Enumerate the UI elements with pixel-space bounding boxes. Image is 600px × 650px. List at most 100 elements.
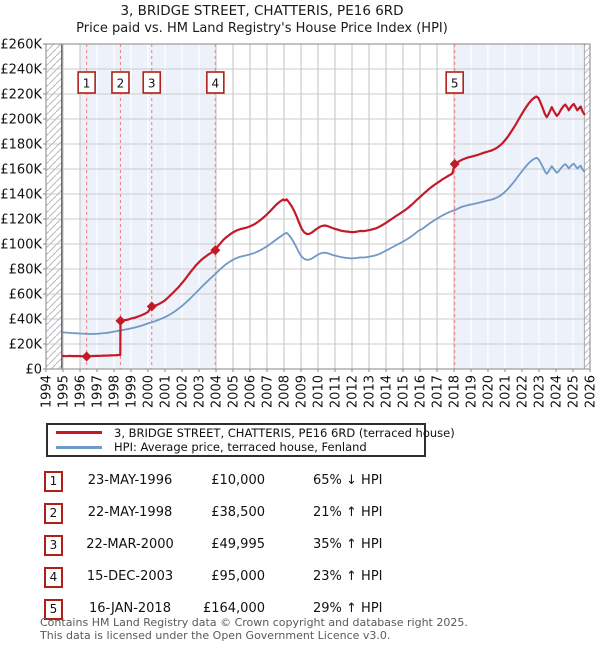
x-axis-label: 2022 — [516, 375, 531, 408]
x-axis-label: 2000 — [142, 375, 157, 408]
sale-marker-4 — [210, 245, 221, 256]
x-axis-label: 2026 — [584, 375, 599, 408]
x-axis-label: 2002 — [176, 375, 191, 408]
property-line-swatch — [56, 431, 102, 435]
sale-row-1: 1 23-MAY-1996 £10,000 65% ↓ HPI — [40, 471, 580, 495]
sale-flag-number-1: 1 — [83, 77, 91, 91]
sale-date: 16-JAN-2018 — [89, 601, 171, 616]
sale-price: £38,500 — [211, 505, 265, 520]
y-axis-label: £180K — [0, 138, 42, 153]
x-axis-label: 1995 — [57, 375, 72, 408]
x-axis-label: 2005 — [227, 375, 242, 408]
sale-row-5: 5 16-JAN-2018 £164,000 29% ↑ HPI — [40, 599, 580, 623]
sale-price: £49,995 — [211, 537, 265, 552]
y-axis-label: £80K — [9, 263, 43, 278]
x-axis-label: 2011 — [329, 375, 344, 408]
sale-flag-box-4 — [206, 71, 225, 94]
x-axis-label: 1997 — [91, 375, 106, 408]
x-axis-label: 2019 — [465, 375, 480, 408]
y-axis-label: £240K — [0, 63, 42, 78]
y-axis-label: £200K — [0, 113, 42, 128]
y-axis-label: £220K — [0, 88, 42, 103]
x-axis-label: 2012 — [346, 375, 361, 408]
y-axis-label: £100K — [0, 238, 42, 253]
x-axis-label: 2024 — [550, 375, 565, 408]
sale-flag-number-4: 4 — [211, 77, 219, 91]
y-axis-label: £40K — [9, 313, 43, 328]
footer-line-2: This data is licensed under the Open Gov… — [40, 628, 391, 642]
sale-price: £10,000 — [211, 473, 265, 488]
y-axis-label: £60K — [9, 288, 43, 303]
x-axis-label: 2014 — [380, 375, 395, 408]
x-axis-label: 2016 — [414, 375, 429, 408]
y-axis-label: £140K — [0, 188, 42, 203]
sale-flag-box-2 — [111, 71, 130, 94]
x-axis-label: 2023 — [533, 375, 548, 408]
hatched-region-0 — [46, 44, 62, 369]
x-axis-label: 2010 — [312, 375, 327, 408]
sale-price: £95,000 — [211, 569, 265, 584]
sale-price: £164,000 — [202, 601, 265, 616]
page-title: 3, BRIDGE STREET, CHATTERIS, PE16 6RD — [120, 3, 404, 19]
x-axis-label: 2018 — [448, 375, 463, 408]
hpi-line — [62, 156, 585, 335]
x-axis-label: 1994 — [40, 375, 55, 408]
x-axis-label: 1998 — [108, 375, 123, 408]
sale-marker-5 — [449, 159, 460, 169]
sale-flag-box-3 — [142, 71, 162, 94]
sale-vs-hpi: 29% ↑ HPI — [313, 601, 383, 616]
legend-label-hpi: HPI: Average price, terraced house, Fenl… — [114, 440, 367, 455]
sale-number-badge: 4 — [44, 567, 63, 588]
sales-table: 1 23-MAY-1996 £10,000 65% ↓ HPI 2 22-MAY-1998… — [40, 471, 580, 631]
sale-date: 15-DEC-2003 — [86, 569, 174, 584]
sale-flag-number-5: 5 — [451, 77, 459, 91]
x-axis-label: 2015 — [397, 375, 412, 408]
sale-number-badge: 5 — [44, 599, 63, 620]
sale-date: 23-MAY-1996 — [87, 473, 173, 488]
legend-label-property: 3, BRIDGE STREET, CHATTERIS, PE16 6RD (t… — [114, 425, 455, 440]
sale-vs-hpi: 35% ↑ HPI — [313, 537, 383, 552]
shaded-band-1 — [454, 44, 585, 369]
footer-attribution: Contains HM Land Registry data © Crown c… — [40, 616, 468, 642]
x-axis-label: 2007 — [261, 375, 276, 408]
sale-row-4: 4 15-DEC-2003 £95,000 23% ↑ HPI — [40, 567, 580, 591]
footer-line-1: Contains HM Land Registry data © Crown c… — [40, 616, 468, 629]
y-axis-label: £20K — [9, 338, 43, 353]
y-axis-label: £160K — [0, 163, 42, 178]
sale-flag-number-2: 2 — [117, 77, 125, 91]
x-axis-label: 2025 — [567, 375, 582, 408]
sale-marker-1 — [81, 351, 92, 362]
y-axis-label: £260K — [0, 38, 42, 53]
x-axis-label: 2013 — [363, 375, 378, 408]
sale-marker-3 — [146, 301, 157, 312]
sale-row-2: 2 22-MAY-1998 £38,500 21% ↑ HPI — [40, 503, 580, 527]
sale-vs-hpi: 23% ↑ HPI — [313, 569, 383, 584]
sale-date: 22-MAR-2000 — [86, 537, 174, 552]
sale-date: 22-MAY-1998 — [87, 505, 173, 520]
legend-row-property: 3, BRIDGE STREET, CHATTERIS, PE16 6RD (t… — [56, 426, 455, 440]
sale-vs-hpi: 21% ↑ HPI — [313, 505, 383, 520]
hpi-line-swatch — [56, 445, 102, 449]
x-axis-label: 2006 — [244, 375, 259, 408]
sale-number-badge: 3 — [44, 535, 63, 556]
chart-legend: 3, BRIDGE STREET, CHATTERIS, PE16 6RD (t… — [46, 423, 455, 457]
sale-marker-2 — [115, 315, 126, 326]
sale-vs-hpi: 65% ↓ HPI — [313, 473, 383, 488]
y-axis-label: £120K — [0, 213, 42, 228]
property-price-line — [61, 95, 586, 358]
price-history-chart: 1 2 3 4 5 £0 £20K £40K £60K £80K £100K £120K £140K £1… — [0, 38, 599, 409]
x-axis-label: 2008 — [278, 375, 293, 408]
x-axis-label: 2017 — [431, 375, 446, 408]
sale-number-badge: 1 — [44, 471, 63, 492]
sale-flag-box-5 — [445, 71, 464, 94]
x-axis-label: 1996 — [74, 375, 89, 408]
sale-number-badge: 2 — [44, 503, 63, 524]
x-axis-label: 2001 — [159, 375, 174, 408]
legend-row-hpi: HPI: Average price, terraced house, Fenl… — [56, 440, 424, 454]
x-axis-label: 2003 — [193, 375, 208, 408]
page-subtitle: Price paid vs. HM Land Registry's House … — [76, 21, 448, 36]
hatched-region-1 — [584, 44, 590, 369]
sale-flag-box-1 — [77, 71, 96, 94]
x-axis-label: 2009 — [295, 375, 310, 408]
